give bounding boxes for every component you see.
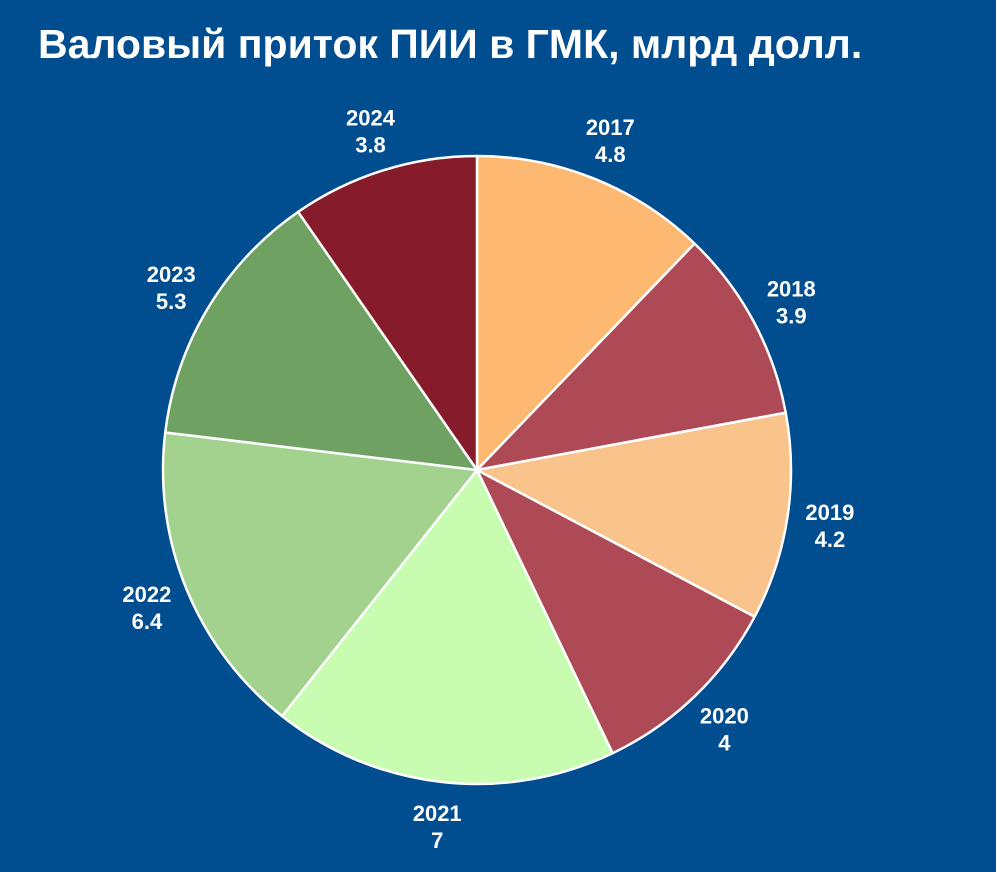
- slice-value-label: 6.4: [132, 609, 163, 634]
- slice-value-label: 3.9: [776, 304, 807, 329]
- slice-label-2023: 2023 5.3: [147, 262, 196, 314]
- slice-value-label: 5.3: [156, 289, 187, 314]
- pie-slice-2022: [161, 431, 479, 718]
- slice-category-label: 2024: [346, 105, 396, 130]
- pie-slices: [161, 154, 793, 786]
- slice-category-label: 2022: [122, 582, 171, 607]
- slice-label-2018: 2018 3.9: [767, 277, 816, 329]
- pie-slice-2017: [475, 154, 696, 472]
- pie-slice-2021: [280, 468, 614, 786]
- slice-label-2017: 2017 4.8: [586, 115, 635, 167]
- slice-value-label: 7: [431, 828, 443, 853]
- slice-category-label: 2019: [805, 500, 854, 525]
- slice-category-label: 2017: [586, 115, 635, 140]
- slice-label-2024: 2024 3.8: [346, 105, 396, 157]
- slice-category-label: 2018: [767, 277, 816, 302]
- slice-label-2019: 2019 4.2: [805, 500, 854, 552]
- chart-title: Валовый приток ПИИ в ГМК, млрд долл.: [38, 21, 863, 67]
- slice-category-label: 2020: [700, 703, 749, 728]
- slice-label-2021: 2021 7: [413, 801, 462, 853]
- slice-label-2022: 2022 6.4: [122, 582, 171, 634]
- slice-value-label: 4: [718, 730, 731, 755]
- pie-slice-2020: [475, 468, 756, 755]
- slice-label-2020: 2020 4: [700, 703, 749, 755]
- slice-category-label: 2023: [147, 262, 196, 287]
- slice-category-label: 2021: [413, 801, 462, 826]
- pie-slice-2023: [163, 210, 479, 472]
- slice-value-label: 3.8: [355, 132, 386, 157]
- pie-slice-2019: [475, 411, 793, 619]
- pie-slice-2024: [296, 154, 479, 472]
- slice-value-label: 4.8: [595, 142, 626, 167]
- slice-value-label: 4.2: [815, 527, 846, 552]
- pie-slice-2018: [475, 242, 787, 472]
